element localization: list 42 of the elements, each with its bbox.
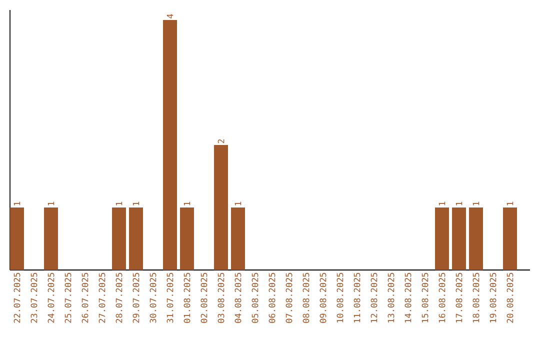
x-tick-label: 25.07.2025	[64, 272, 72, 323]
x-tick-label: 20.08.2025	[506, 272, 514, 323]
x-tick-label: 01.08.2025	[184, 272, 190, 323]
x-tick-label: 06.08.2025	[268, 272, 276, 323]
data-label: 1	[14, 202, 20, 206]
data-label: 1	[456, 202, 462, 206]
x-tick-label: 02.08.2025	[200, 272, 208, 323]
x-tick-label: 10.08.2025	[336, 272, 344, 322]
x-tick-label: 03.08.2025	[218, 272, 224, 323]
x-tick-label: 23.07.2025	[30, 272, 38, 323]
x-tick-label: 14.08.2025	[404, 272, 412, 322]
x-tick-label: 09.08.2025	[320, 272, 326, 323]
x-tick-label: 18.08.2025	[472, 272, 480, 322]
x-tick-label: 04.08.2025	[234, 272, 242, 323]
data-label: 1	[234, 202, 242, 206]
x-tick-label: 05.08.2025	[252, 272, 258, 323]
x-tick-label: 26.07.2025	[82, 272, 88, 323]
x-tick-label: 29.07.2025	[132, 272, 140, 323]
x-tick-label: 24.07.2025	[48, 272, 54, 323]
x-tick-label: 17.08.2025	[456, 272, 462, 322]
x-tick-label: 31.07.2025	[166, 272, 174, 323]
data-label: 1	[116, 202, 122, 206]
data-label: 1	[48, 202, 54, 206]
x-tick-label: 22.07.2025	[14, 272, 20, 323]
data-label: 1	[438, 202, 446, 206]
x-tick-label: 08.08.2025	[302, 272, 310, 323]
x-tick-label: 16.08.2025	[438, 272, 446, 322]
data-label: 1	[472, 202, 480, 206]
data-label: 1	[506, 202, 514, 206]
x-tick-label: 13.08.2025	[388, 272, 394, 322]
x-tick-label: 15.08.2025	[422, 272, 428, 322]
x-tick-label: 30.07.2025	[150, 272, 156, 323]
x-tick-label: 28.07.2025	[116, 272, 122, 323]
data-label: 4	[166, 14, 174, 18]
x-tick-label: 11.08.2025	[354, 272, 360, 322]
data-label: 2	[218, 139, 224, 144]
data-label: 1	[184, 202, 190, 206]
x-tick-label: 27.07.2025	[98, 272, 106, 323]
x-tick-label: 12.08.2025	[370, 272, 378, 322]
x-tick-label: 19.08.2025	[490, 272, 496, 322]
data-label: 1	[132, 202, 140, 206]
x-tick-label: 07.08.2025	[286, 272, 292, 323]
